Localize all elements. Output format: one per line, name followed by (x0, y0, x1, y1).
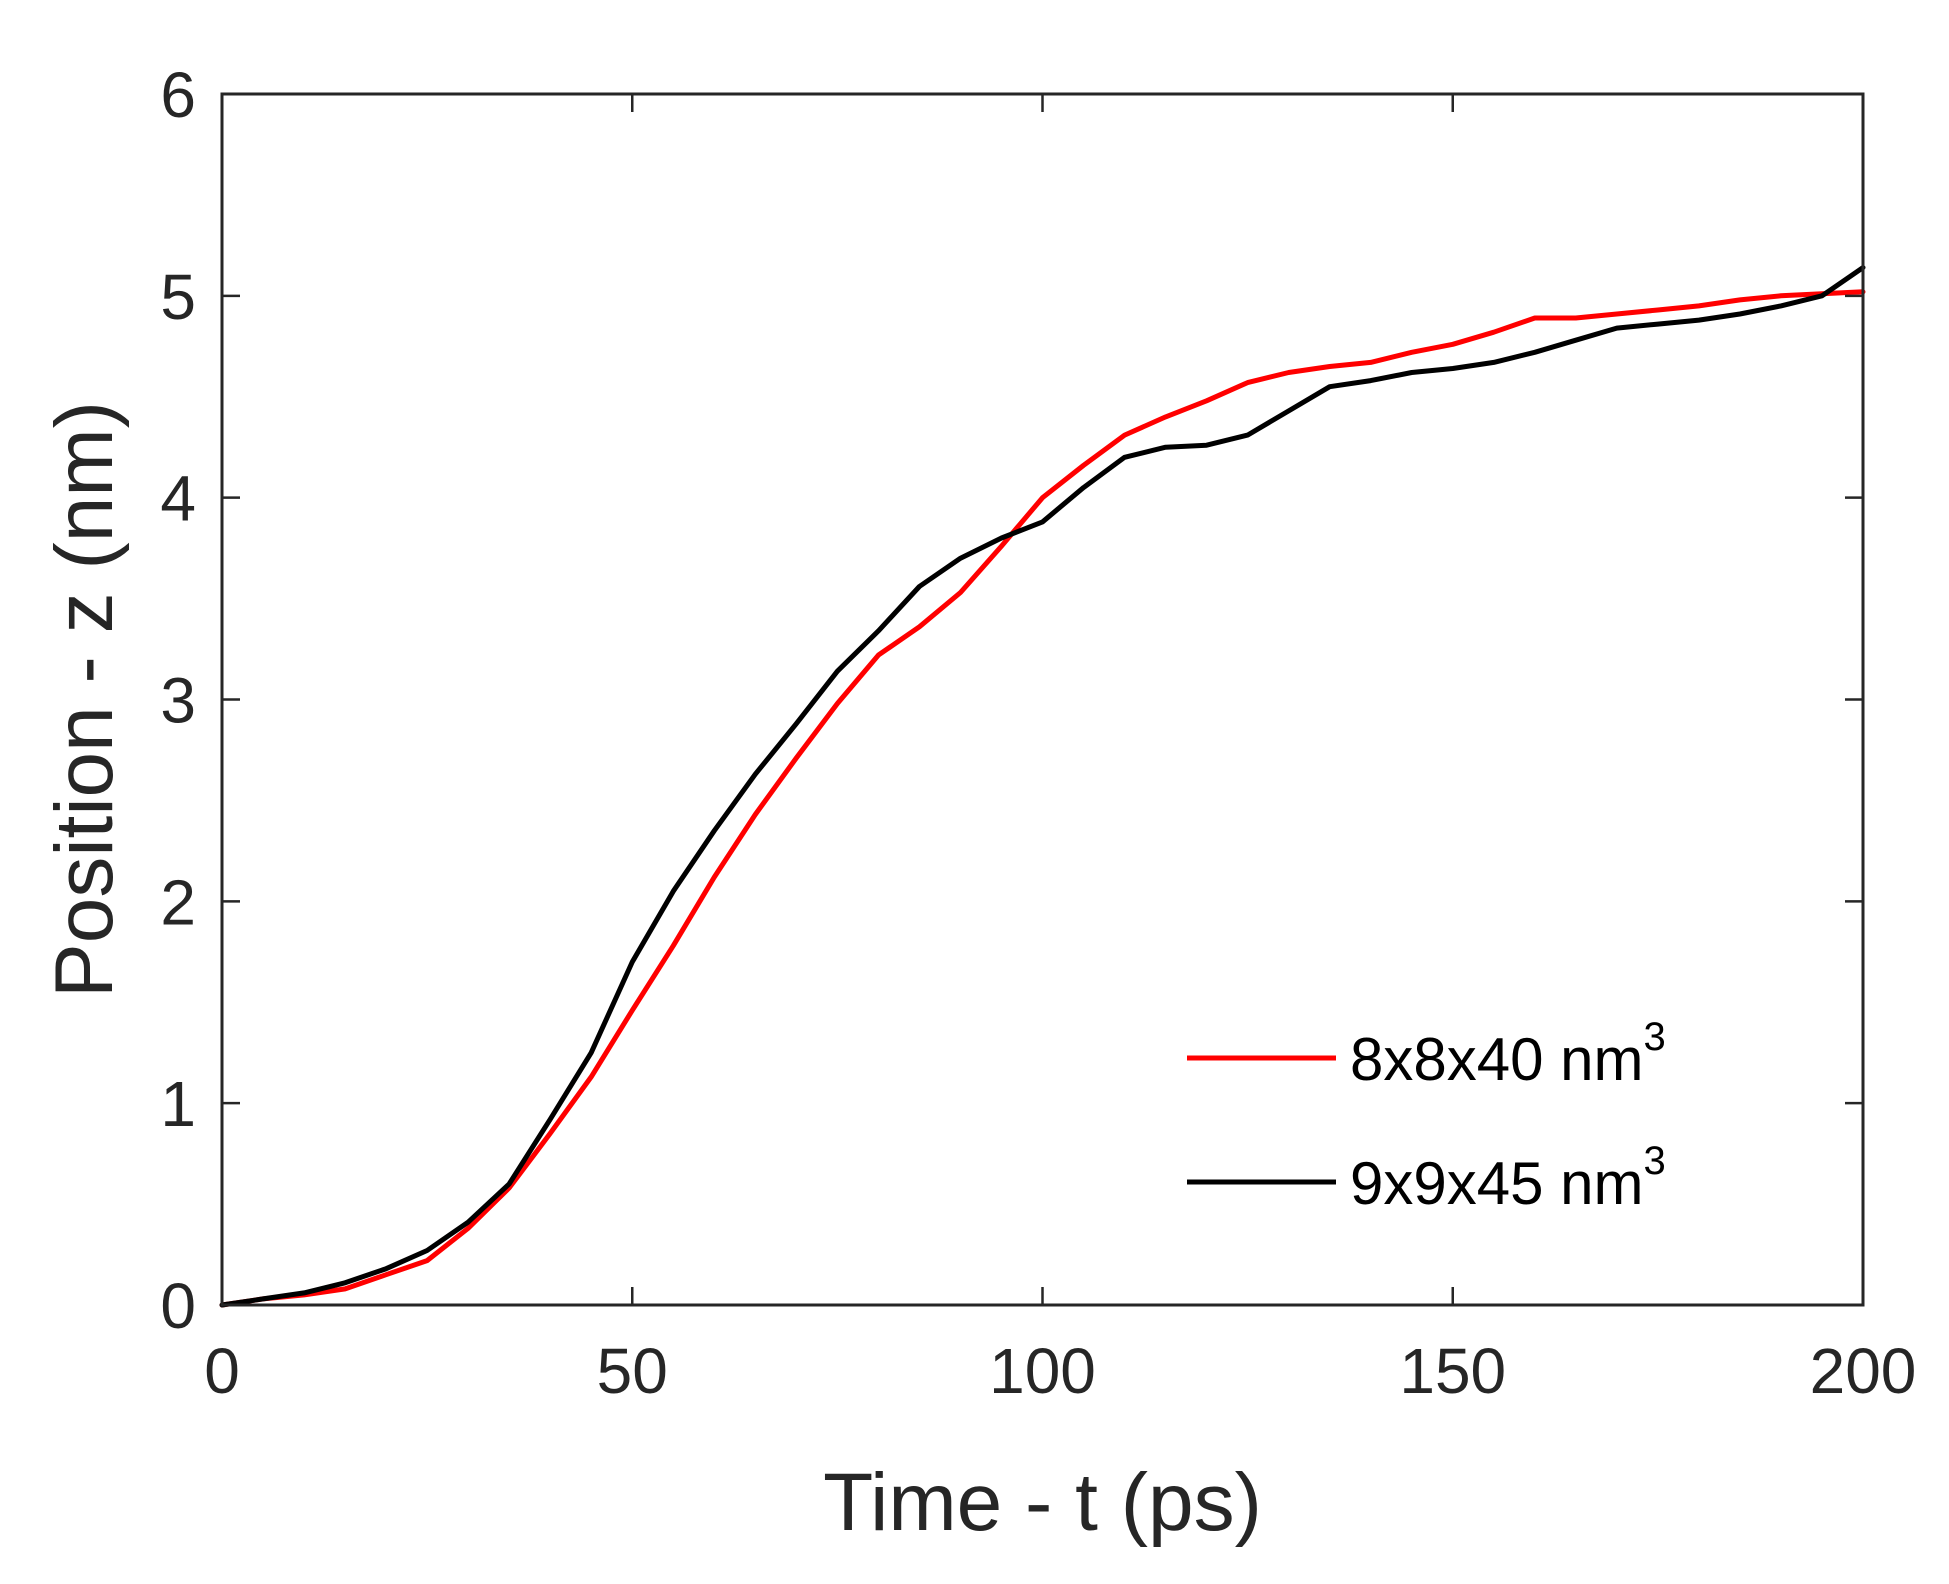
y-tick-label: 2 (160, 866, 196, 938)
y-tick-label: 4 (160, 463, 196, 535)
y-tick-label: 0 (160, 1270, 196, 1342)
y-tick-label: 6 (160, 59, 196, 131)
plot-background (222, 94, 1863, 1305)
x-tick-label: 0 (204, 1335, 240, 1407)
plot-area (222, 94, 1863, 1305)
x-axis-title: Time - t (ps) (823, 1457, 1262, 1548)
y-tick-label: 3 (160, 665, 196, 737)
legend-label-2: 9x9x45 nm3 (1350, 1139, 1666, 1217)
y-axis-title: Position - z (nm) (39, 401, 130, 998)
x-tick-label: 100 (989, 1335, 1096, 1407)
y-tick-label: 5 (160, 261, 196, 333)
y-tick-label: 1 (160, 1068, 196, 1140)
x-tick-label: 200 (1810, 1335, 1917, 1407)
x-tick-label: 150 (1399, 1335, 1506, 1407)
legend-label-1: 8x8x40 nm3 (1350, 1015, 1666, 1093)
x-tick-label: 50 (597, 1335, 668, 1407)
